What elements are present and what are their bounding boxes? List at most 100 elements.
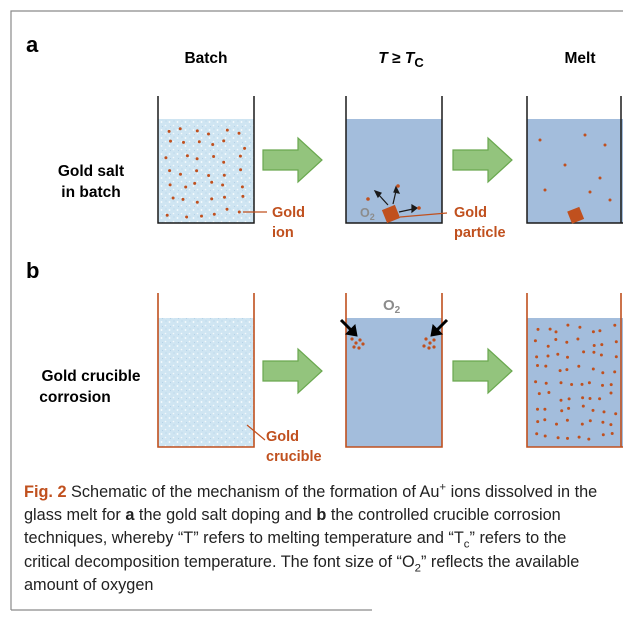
gold-dot xyxy=(179,172,182,176)
gold-dot xyxy=(352,345,356,349)
panel-a-col3-header: Melt xyxy=(565,50,596,67)
gold-dot xyxy=(566,323,570,327)
gold-dot xyxy=(185,154,189,158)
gold-dot xyxy=(168,183,172,187)
gold-dot xyxy=(533,339,537,343)
gold-particle-a3 xyxy=(567,206,585,224)
gold-dot xyxy=(592,350,596,354)
figure-frame-border xyxy=(10,10,623,610)
gold-ion-label-1: Gold xyxy=(272,205,305,221)
oxygen-label-b: O2 xyxy=(383,297,401,316)
gold-dot xyxy=(427,346,431,350)
process-arrow-b2 xyxy=(452,347,513,395)
gold-dot xyxy=(558,369,562,373)
gold-dot xyxy=(535,355,539,359)
gold-dot xyxy=(222,139,226,143)
gold-dot xyxy=(237,131,241,135)
caption-subscript-c: c xyxy=(463,538,470,551)
dissolved-gold-clusters xyxy=(350,337,436,350)
gold-dot xyxy=(225,128,229,132)
gold-dot xyxy=(207,132,210,136)
gold-dot xyxy=(554,330,558,334)
gold-dot xyxy=(592,344,596,347)
gold-particle-a2 xyxy=(381,204,401,224)
gold-dot xyxy=(195,129,199,133)
gold-dot xyxy=(580,422,584,426)
gold-crucible-leader-line xyxy=(246,424,266,441)
gold-dot xyxy=(580,382,584,386)
gold-dot xyxy=(614,355,618,359)
gold-dot xyxy=(582,350,586,354)
gold-dot xyxy=(238,154,242,158)
beaker-a-decomposition xyxy=(345,96,443,224)
caption-text-3: the gold salt doping and xyxy=(134,506,317,525)
gold-dot xyxy=(544,381,548,385)
oxygen-release-arrows xyxy=(373,185,419,214)
panel-a-row-label-2: in batch xyxy=(61,184,120,201)
gold-dot xyxy=(544,364,548,368)
gold-dot xyxy=(184,185,188,189)
panel-b-letter: b xyxy=(26,258,39,283)
gold-dot xyxy=(556,436,560,440)
gold-dot xyxy=(354,341,358,345)
gold-dot xyxy=(577,435,581,439)
gold-dot xyxy=(171,196,175,200)
caption-text-1: Schematic of the mechanism of the format… xyxy=(66,483,440,501)
gold-ions-batch xyxy=(164,127,247,219)
gold-dot xyxy=(599,353,603,357)
gold-dot xyxy=(602,410,606,414)
gold-dot xyxy=(609,391,613,395)
gold-dot xyxy=(361,342,365,346)
panel-b-row-label-2: corrosion xyxy=(39,389,110,406)
gold-dot xyxy=(591,367,595,371)
gold-dot xyxy=(556,352,560,356)
gold-dot xyxy=(358,338,362,342)
caption-text-4: the controlled crucible corrosion techni… xyxy=(24,506,561,548)
gold-dot xyxy=(222,173,226,177)
gold-dot xyxy=(566,436,569,440)
beaker-a-batch xyxy=(157,96,255,224)
gold-dot xyxy=(578,325,582,329)
gold-dot xyxy=(536,420,540,424)
gold-dot xyxy=(565,368,569,372)
gold-dot xyxy=(567,406,571,410)
gold-dot xyxy=(555,422,558,426)
gold-dot xyxy=(603,143,607,147)
gold-dot xyxy=(432,338,436,342)
gold-dot xyxy=(237,210,241,214)
gold-dot xyxy=(537,392,541,396)
gold-particle-label-1: Gold xyxy=(454,205,487,221)
gold-dot xyxy=(613,370,617,374)
gold-dot xyxy=(591,330,595,334)
gold-dot xyxy=(613,323,617,327)
gold-dot xyxy=(567,397,571,401)
panel-a-row-label-1: Gold salt xyxy=(58,163,124,180)
gold-crucible-label-1: Gold xyxy=(266,429,299,445)
gold-dot xyxy=(534,380,538,384)
gold-dot xyxy=(167,129,171,133)
panel-a-col2-header: T ≥ TC xyxy=(378,50,424,70)
gold-dot xyxy=(210,197,214,201)
gold-dot xyxy=(608,198,612,202)
gold-dot xyxy=(212,155,216,158)
gold-dot xyxy=(601,371,605,375)
gold-dot xyxy=(554,338,558,341)
gold-dot xyxy=(422,344,426,348)
gold-dot xyxy=(547,391,551,394)
panel-a-col1-header: Batch xyxy=(184,50,227,67)
caption-ref-a: a xyxy=(125,506,135,525)
gold-dot xyxy=(588,190,592,194)
oxygen-dot xyxy=(417,206,421,210)
gold-dot xyxy=(212,212,216,216)
gold-dot xyxy=(536,364,539,367)
gold-dot xyxy=(543,188,547,192)
gold-particle-leader-line xyxy=(399,212,448,218)
gold-dot xyxy=(588,397,592,400)
gold-dot xyxy=(211,143,215,146)
gold-particle-label-2: particle xyxy=(454,225,506,241)
gold-dot xyxy=(588,419,592,423)
gold-dot xyxy=(538,138,542,142)
gold-dot xyxy=(222,160,226,164)
gold-dot xyxy=(591,408,595,412)
